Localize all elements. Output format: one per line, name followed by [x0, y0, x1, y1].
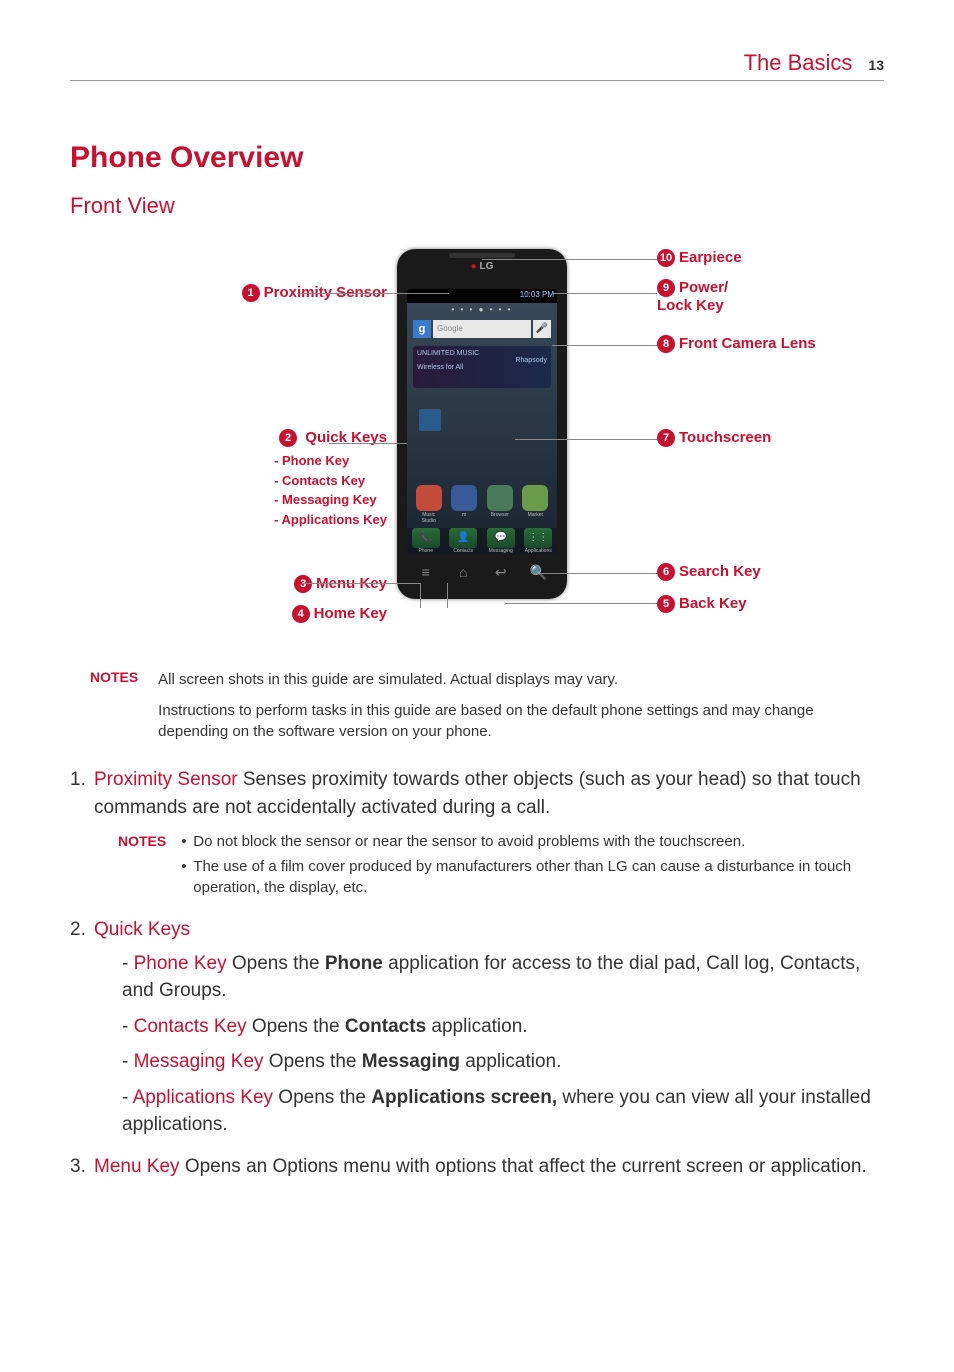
callout-10: 10Earpiece	[657, 249, 742, 267]
callout-line	[552, 293, 657, 294]
phone-screen: 10:03 PM • • • ● • • • g Google 🎤 UNLIMI…	[407, 289, 557, 554]
notes-text: All screen shots in this guide are simul…	[158, 669, 858, 752]
quick-key: 📞Phone	[412, 528, 440, 554]
quick-key-desc: - Phone Key Opens the Phone application …	[122, 950, 884, 1005]
notes-block: NOTES All screen shots in this guide are…	[90, 669, 884, 752]
quick-key-desc: - Messaging Key Opens the Messaging appl…	[122, 1048, 884, 1076]
app-icon: Music Studio	[416, 485, 442, 524]
hw-key: ↩	[488, 564, 514, 590]
lg-logo: ● LG	[397, 261, 567, 272]
quick-keys-row: 📞Phone 👤Contacts 💬Messaging ⋮⋮Applications	[407, 528, 557, 554]
feature-list: Proximity Sensor Senses proximity toward…	[70, 766, 884, 1180]
hw-key: ⌂	[450, 564, 476, 590]
earpiece-slot	[449, 253, 515, 258]
mic-icon: 🎤	[533, 320, 551, 338]
notes-label: NOTES	[90, 669, 154, 685]
quick-key: 💬Messaging	[487, 528, 515, 554]
callout-line	[329, 443, 407, 444]
calendar-icon	[419, 409, 441, 431]
page-header: The Basics 13	[70, 50, 884, 81]
callout-4: 4Home Key	[292, 605, 387, 623]
app-icon: m	[451, 485, 477, 524]
item-proximity-sensor: Proximity Sensor Senses proximity toward…	[70, 766, 884, 902]
section-title: Phone Overview	[70, 141, 884, 175]
google-g-icon: g	[413, 320, 431, 338]
item-quick-keys: Quick Keys - Phone Key Opens the Phone a…	[70, 916, 884, 1139]
callout-line	[447, 583, 448, 608]
callout-9: 9Power/Lock Key	[657, 279, 728, 314]
callout-2: 2 Quick Keys- Phone Key- Contacts Key- M…	[252, 429, 387, 529]
callout-line	[505, 603, 657, 604]
callout-line	[297, 293, 449, 294]
page-dots: • • • ● • • •	[407, 303, 557, 316]
hw-key: 🔍	[525, 564, 551, 590]
app-icon: Market	[522, 485, 548, 524]
callout-3: 3Menu Key	[294, 575, 387, 593]
callout-line	[552, 345, 657, 346]
item-menu-key: Menu Key Opens an Options menu with opti…	[70, 1153, 884, 1181]
subsection-title: Front View	[70, 193, 884, 219]
phone-body: ● LG 10:03 PM • • • ● • • • g Google 🎤 U…	[397, 249, 567, 599]
quick-key: 👤Contacts	[449, 528, 477, 554]
app-dock: Music Studio m Browser Market	[407, 485, 557, 524]
status-bar: 10:03 PM	[407, 289, 557, 303]
hw-key: ≡	[413, 564, 439, 590]
page-number: 13	[868, 57, 884, 73]
callout-line	[420, 583, 421, 608]
search-input: Google	[433, 320, 531, 338]
app-icon: Browser	[487, 485, 513, 524]
callout-7: 7Touchscreen	[657, 429, 771, 447]
music-banner: UNLIMITED MUSIC Rhapsody Wireless for Al…	[413, 346, 551, 388]
callout-line	[515, 439, 657, 440]
inner-notes: NOTES Do not block the sensor or near th…	[118, 831, 884, 902]
callout-8: 8Front Camera Lens	[657, 335, 816, 353]
callout-5: 5Back Key	[657, 595, 747, 613]
search-widget: g Google 🎤	[413, 320, 551, 338]
callout-line	[482, 259, 657, 260]
hardware-keys: ≡ ⌂ ↩ 🔍	[407, 563, 557, 591]
quick-key: ⋮⋮Applications	[524, 528, 552, 554]
callout-6: 6Search Key	[657, 563, 761, 581]
chapter-title: The Basics	[744, 50, 853, 76]
quick-key-desc: - Contacts Key Opens the Contacts applic…	[122, 1013, 884, 1041]
callout-line	[302, 583, 420, 584]
quick-key-desc: - Applications Key Opens the Application…	[122, 1084, 884, 1139]
callout-line	[533, 573, 657, 574]
phone-diagram: ● LG 10:03 PM • • • ● • • • g Google 🎤 U…	[97, 249, 857, 649]
